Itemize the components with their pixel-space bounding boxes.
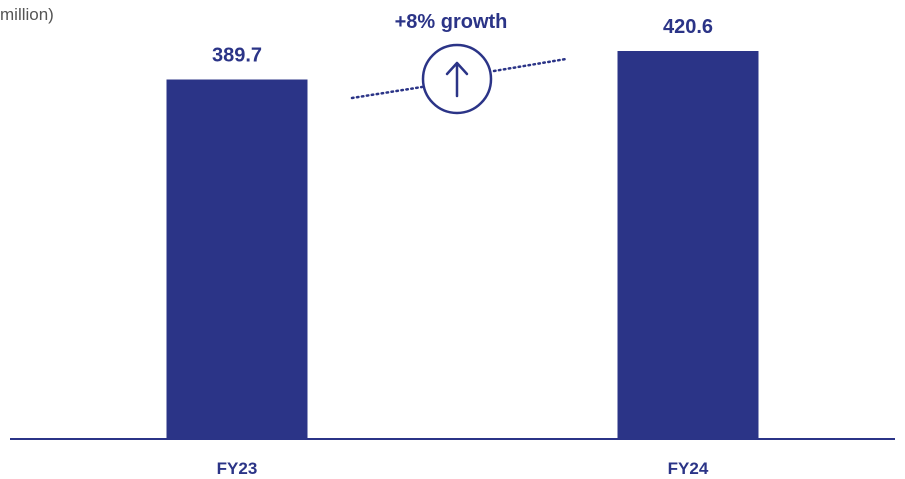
growth-dotted-line-left (350, 85, 424, 100)
growth-dotted-line-right (492, 57, 568, 73)
arrow-up-circle-icon (421, 43, 493, 115)
value-label-fy24: 420.6 (663, 16, 713, 38)
growth-label: +8% growth (395, 11, 508, 33)
category-label-fy24: FY24 (668, 459, 709, 478)
bars-layer: 389.7 FY23 420.6 FY24 (166, 16, 759, 478)
value-label-fy23: 389.7 (212, 45, 262, 67)
bar-fy23 (166, 79, 308, 439)
bar-fy24 (617, 51, 759, 439)
category-label-fy23: FY23 (217, 459, 258, 478)
growth-annotation: +8% growth (350, 11, 568, 115)
unit-label: million) (0, 5, 54, 24)
